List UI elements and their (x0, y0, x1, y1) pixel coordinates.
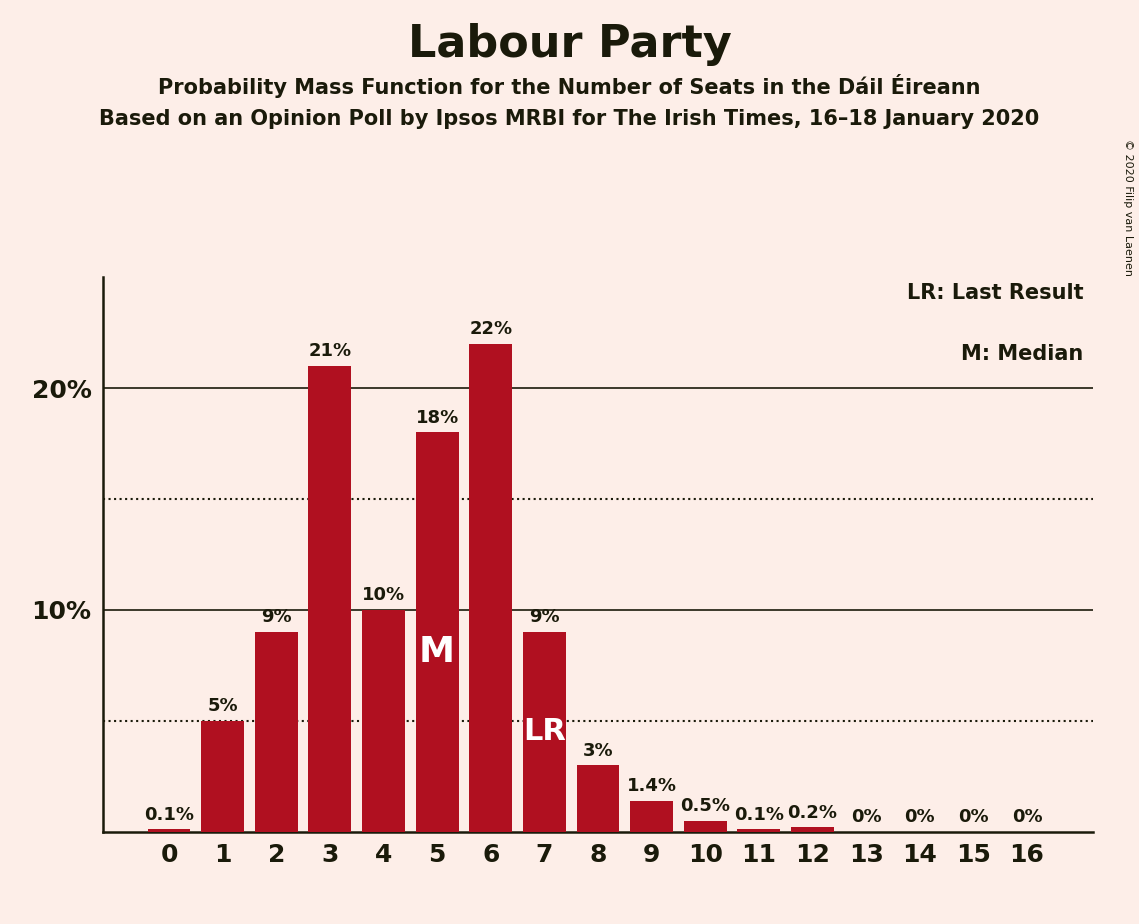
Bar (202, 721, 244, 832)
Bar (309, 366, 351, 832)
Bar (255, 632, 297, 832)
Text: 0%: 0% (851, 808, 882, 826)
Text: 22%: 22% (469, 321, 513, 338)
Bar (790, 827, 834, 832)
Text: Based on an Opinion Poll by Ipsos MRBI for The Irish Times, 16–18 January 2020: Based on an Opinion Poll by Ipsos MRBI f… (99, 109, 1040, 129)
Text: 0%: 0% (958, 808, 989, 826)
Text: © 2020 Filip van Laenen: © 2020 Filip van Laenen (1123, 139, 1133, 275)
Text: 9%: 9% (528, 609, 559, 626)
Text: 0.2%: 0.2% (787, 804, 837, 821)
Text: 0.5%: 0.5% (680, 797, 730, 815)
Text: 10%: 10% (362, 587, 405, 604)
Text: 0.1%: 0.1% (734, 806, 784, 824)
Text: 3%: 3% (583, 742, 613, 760)
Text: 5%: 5% (207, 698, 238, 715)
Bar (683, 821, 727, 832)
Text: 1.4%: 1.4% (626, 777, 677, 795)
Text: 21%: 21% (309, 343, 352, 360)
Text: LR: Last Result: LR: Last Result (907, 283, 1083, 303)
Bar (630, 800, 673, 832)
Text: 0.1%: 0.1% (144, 806, 194, 824)
Text: 9%: 9% (261, 609, 292, 626)
Bar (416, 432, 459, 832)
Bar (523, 632, 566, 832)
Bar (469, 344, 513, 832)
Text: 0%: 0% (1011, 808, 1042, 826)
Text: 18%: 18% (416, 409, 459, 427)
Text: Labour Party: Labour Party (408, 23, 731, 67)
Bar (362, 610, 405, 832)
Text: M: Median: M: Median (961, 344, 1083, 364)
Text: 0%: 0% (904, 808, 935, 826)
Text: LR: LR (523, 717, 566, 747)
Bar (737, 830, 780, 832)
Bar (148, 830, 190, 832)
Bar (576, 765, 620, 832)
Text: M: M (419, 635, 456, 669)
Text: Probability Mass Function for the Number of Seats in the Dáil Éireann: Probability Mass Function for the Number… (158, 74, 981, 98)
